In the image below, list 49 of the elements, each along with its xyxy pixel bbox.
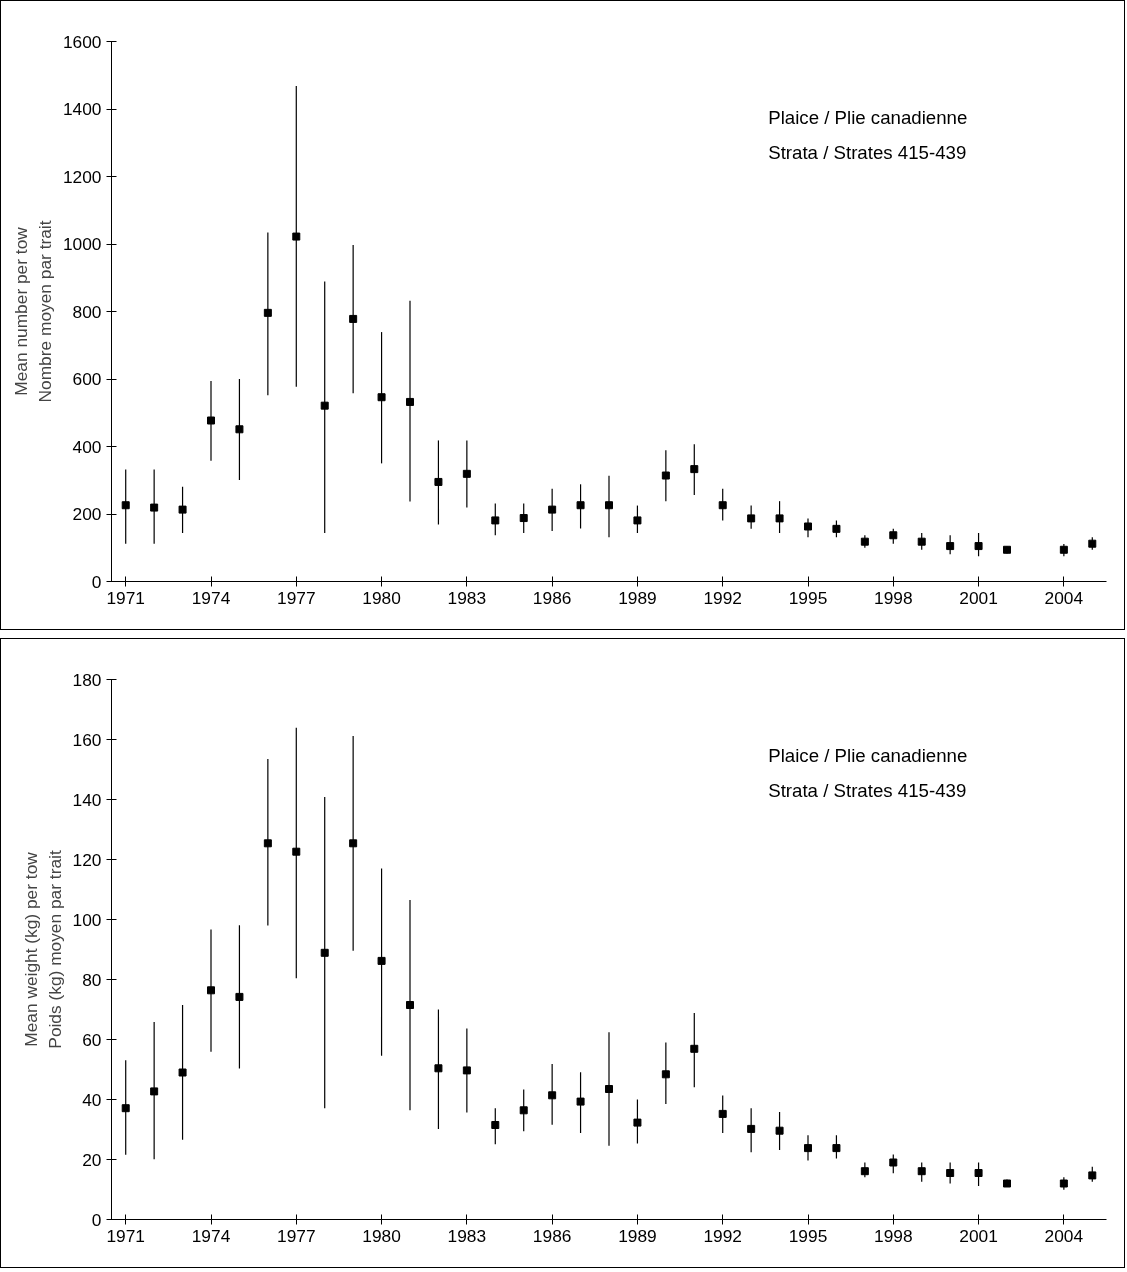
x-tick-label: 2004: [1044, 1225, 1084, 1246]
x-tick-label: 2001: [959, 1225, 998, 1246]
x-tick-label: 1998: [874, 587, 913, 608]
y-tick-label: 1200: [62, 166, 102, 187]
x-tick-label: 1995: [788, 1225, 828, 1246]
y-tick-label: 60: [82, 1029, 102, 1050]
y-tick-label: 0: [91, 1209, 102, 1230]
y-tick-label: 120: [72, 849, 102, 870]
x-tick-label: 1983: [447, 1225, 487, 1246]
x-tick-label: 1971: [106, 587, 145, 608]
y-tick-label: 0: [91, 571, 102, 592]
y-tick-label: 180: [72, 669, 102, 690]
x-tick-label: 1998: [874, 1225, 913, 1246]
y-tick-label: 400: [72, 436, 102, 457]
y-tick-label: 80: [82, 969, 102, 990]
x-tick-label: 1986: [532, 1225, 572, 1246]
y-tick-label: 800: [72, 301, 102, 322]
y-tick-label: 200: [72, 504, 102, 524]
y-tick-label: 160: [72, 729, 102, 750]
x-tick-label: 2001: [959, 587, 998, 608]
y-tick-label: 40: [82, 1089, 102, 1110]
y-tick-label: 140: [72, 789, 102, 810]
y-axis-title: Mean number per tow Nombre moyen par trait: [10, 220, 55, 403]
x-tick-label: 1980: [362, 1225, 401, 1246]
annotation: Plaice / Plie canadienne: [768, 106, 968, 128]
x-tick-label: 2004: [1044, 587, 1084, 608]
annotation: Strata / Strates 415-439: [768, 780, 967, 801]
x-tick-label: 1989: [618, 1225, 657, 1246]
y-tick-label: 1000: [62, 234, 102, 254]
x-tick-label: 1992: [703, 587, 742, 608]
x-tick-label: 1992: [703, 1225, 742, 1246]
x-tick-label: 1995: [788, 587, 828, 608]
x-tick-label: 1986: [532, 587, 572, 608]
x-tick-label: 1971: [106, 1225, 145, 1246]
x-tick-label: 1977: [277, 587, 316, 608]
annotation: Plaice / Plie canadienne: [768, 744, 968, 766]
y-axis-title: Mean weight (kg) per tow Poids (kg) moyen par trait: [20, 850, 65, 1049]
x-tick-label: 1974: [191, 1225, 231, 1246]
x-tick-label: 1974: [191, 587, 231, 608]
annotation: Strata / Strates 415-439: [768, 142, 967, 163]
x-tick-label: 1989: [618, 587, 657, 608]
x-tick-label: 1980: [362, 587, 401, 608]
y-tick-label: 20: [82, 1149, 102, 1170]
x-tick-label: 1977: [277, 1225, 316, 1246]
y-tick-label: 1600: [62, 31, 102, 52]
x-tick-label: 1983: [447, 587, 487, 608]
y-tick-label: 600: [72, 369, 102, 389]
y-tick-label: 1400: [62, 99, 102, 119]
y-tick-label: 100: [72, 909, 102, 930]
